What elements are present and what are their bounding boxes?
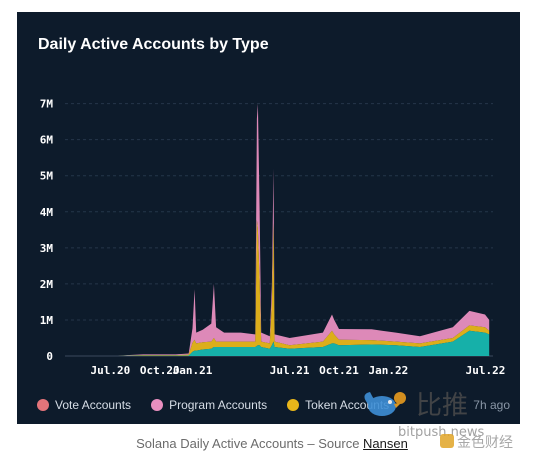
- legend-swatch-program: [151, 399, 164, 411]
- chart-legend: Vote Accounts Program Accounts Token Acc…: [37, 396, 409, 414]
- area-series-token-accounts[interactable]: [61, 219, 490, 356]
- y-tick-label: 3M: [40, 242, 54, 255]
- y-tick-label: 7M: [40, 98, 54, 111]
- area-series-program-accounts[interactable]: [61, 103, 490, 356]
- x-tick-label: Jan.21: [173, 364, 213, 377]
- legend-swatch-token: [287, 399, 300, 411]
- y-tick-label: 0: [46, 350, 53, 363]
- legend-item-token[interactable]: Token Accounts: [287, 398, 389, 412]
- y-tick-label: 1M: [40, 314, 54, 327]
- y-tick-label: 5M: [40, 170, 54, 183]
- caption-text: Solana Daily Active Accounts – Source: [136, 436, 364, 451]
- y-tick-label: 6M: [40, 134, 54, 147]
- legend-label-token: Token Accounts: [305, 398, 390, 412]
- legend-item-vote[interactable]: Vote Accounts: [37, 398, 131, 412]
- x-tick-label: Jan.22: [368, 364, 408, 377]
- x-tick-label: Jul.22: [466, 364, 506, 377]
- legend-label-program: Program Accounts: [169, 398, 268, 412]
- chart-title: Daily Active Accounts by Type: [38, 36, 269, 53]
- x-tick-label: Oct.20: [140, 364, 180, 377]
- x-tick-label: Jul.21: [270, 364, 310, 377]
- legend-label-vote: Vote Accounts: [55, 398, 132, 412]
- y-tick-label: 4M: [40, 206, 54, 219]
- legend-item-program[interactable]: Program Accounts: [151, 398, 267, 412]
- timestamp: 7h ago: [473, 398, 510, 412]
- chart-card: Daily Active Accounts by Type 0 1M 2M 3M 4M 5…: [17, 12, 520, 424]
- area-series-system-accounts[interactable]: [61, 330, 490, 356]
- x-tick-label: Oct.21: [319, 364, 359, 377]
- y-tick-label: 2M: [40, 278, 54, 291]
- legend-swatch-vote: [37, 399, 49, 411]
- figure-caption: Solana Daily Active Accounts – Source Na…: [0, 436, 544, 451]
- x-tick-label: Jul.20: [90, 364, 130, 377]
- source-link[interactable]: Nansen: [363, 436, 408, 451]
